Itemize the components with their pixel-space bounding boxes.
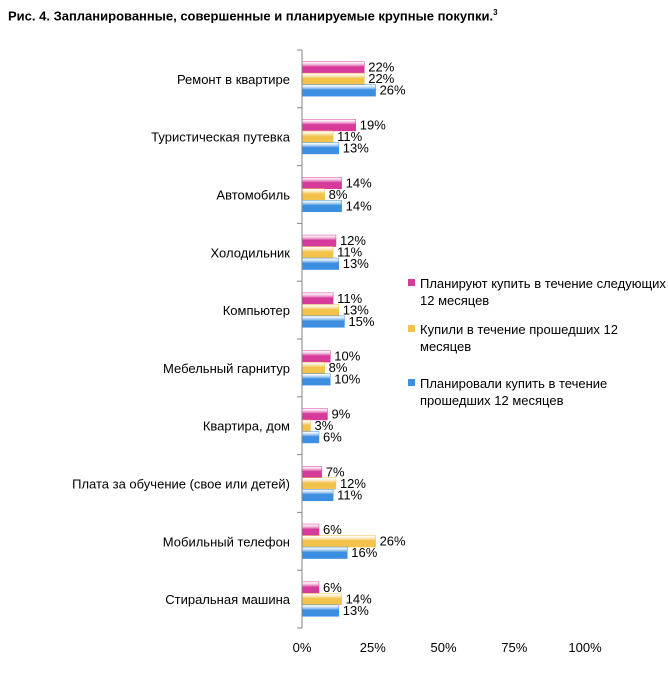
data-label: 14% xyxy=(346,198,372,213)
bar xyxy=(301,581,320,594)
data-label: 26% xyxy=(380,534,406,549)
bar xyxy=(301,61,365,74)
data-label: 8% xyxy=(329,360,348,375)
bar xyxy=(301,477,337,490)
data-label: 19% xyxy=(360,117,386,132)
legend-item-planned-past: Планировали купить в течение прошедших 1… xyxy=(408,375,668,409)
data-label: 6% xyxy=(323,522,342,537)
legend-label: Планируют купить в течение следующих 12 … xyxy=(420,276,666,308)
category-label: Ремонт в квартире xyxy=(177,72,290,87)
data-label: 13% xyxy=(343,256,369,271)
legend-label: Планировали купить в течение прошедших 1… xyxy=(420,376,608,408)
data-label: 16% xyxy=(351,545,377,560)
data-label: 14% xyxy=(346,175,372,190)
bar xyxy=(301,373,331,386)
legend-item-planned-next: Планируют купить в течение следующих 12 … xyxy=(408,275,668,311)
bar xyxy=(301,188,325,201)
data-label: 11% xyxy=(337,291,362,306)
x-tick-label: 25% xyxy=(360,640,386,655)
data-label: 10% xyxy=(334,349,360,364)
bar xyxy=(301,304,340,317)
bar xyxy=(301,246,334,259)
bar xyxy=(301,489,334,501)
bar xyxy=(301,466,323,478)
data-label: 9% xyxy=(331,406,350,421)
bar xyxy=(301,84,376,97)
category-label: Мебельный гарнитур xyxy=(163,361,290,376)
data-label: 14% xyxy=(346,591,372,606)
bar xyxy=(301,593,342,606)
data-label: 8% xyxy=(329,187,348,202)
data-label: 10% xyxy=(334,372,360,387)
category-label: Холодильник xyxy=(211,245,291,260)
bar xyxy=(301,350,331,363)
legend-swatch-yellow xyxy=(408,325,415,332)
bar xyxy=(301,419,311,432)
chart-title: Рис. 4. Запланированные, совершенные и п… xyxy=(8,8,498,23)
category-label: Стиральная машина xyxy=(165,592,291,607)
data-label: 6% xyxy=(323,580,342,595)
chart-legend: Планируют купить в течение следующих 12 … xyxy=(408,275,668,419)
bar xyxy=(301,546,348,559)
data-label: 13% xyxy=(343,140,369,155)
chart-title-footnote: 3 xyxy=(493,8,498,17)
data-label: 7% xyxy=(326,464,345,479)
bar xyxy=(301,130,334,143)
bar xyxy=(301,72,365,85)
bar xyxy=(301,292,334,305)
data-label: 13% xyxy=(343,603,369,618)
x-tick-label: 50% xyxy=(430,640,456,655)
category-label: Мобильный телефон xyxy=(163,534,290,549)
data-label: 26% xyxy=(380,83,406,98)
bar xyxy=(301,234,337,247)
data-label: 22% xyxy=(368,71,394,86)
legend-swatch-magenta xyxy=(408,279,415,286)
data-label: 13% xyxy=(343,302,369,317)
data-label: 15% xyxy=(348,314,374,329)
bar xyxy=(301,200,342,212)
bar xyxy=(301,142,340,155)
data-label: 6% xyxy=(323,429,342,444)
category-label: Туристическая путевка xyxy=(151,130,291,145)
bar xyxy=(301,315,345,328)
data-label: 12% xyxy=(340,476,366,491)
bar xyxy=(301,523,320,536)
data-label: 11% xyxy=(337,245,362,260)
bar xyxy=(301,431,320,444)
category-label: Квартира, дом xyxy=(203,419,290,434)
category-label: Автомобиль xyxy=(216,188,290,203)
data-label: 12% xyxy=(340,233,366,248)
data-label: 11% xyxy=(337,129,362,144)
data-label: 22% xyxy=(368,60,394,75)
chart-title-text: Рис. 4. Запланированные, совершенные и п… xyxy=(8,8,494,24)
legend-swatch-blue xyxy=(408,379,415,386)
bar xyxy=(301,361,325,374)
data-label: 3% xyxy=(314,418,333,433)
legend-label: Купили в течение прошедших 12 месяцев xyxy=(420,322,618,354)
category-label: Компьютер xyxy=(223,303,290,318)
x-tick-label: 0% xyxy=(293,640,312,655)
legend-item-bought-past: Купили в течение прошедших 12 месяцев xyxy=(408,321,668,365)
bar xyxy=(301,604,340,617)
bar xyxy=(301,257,340,270)
x-tick-label: 75% xyxy=(501,640,527,655)
category-label: Плата за обучение (свое или детей) xyxy=(72,477,290,492)
data-label: 11% xyxy=(337,487,362,502)
x-tick-label: 100% xyxy=(568,640,602,655)
